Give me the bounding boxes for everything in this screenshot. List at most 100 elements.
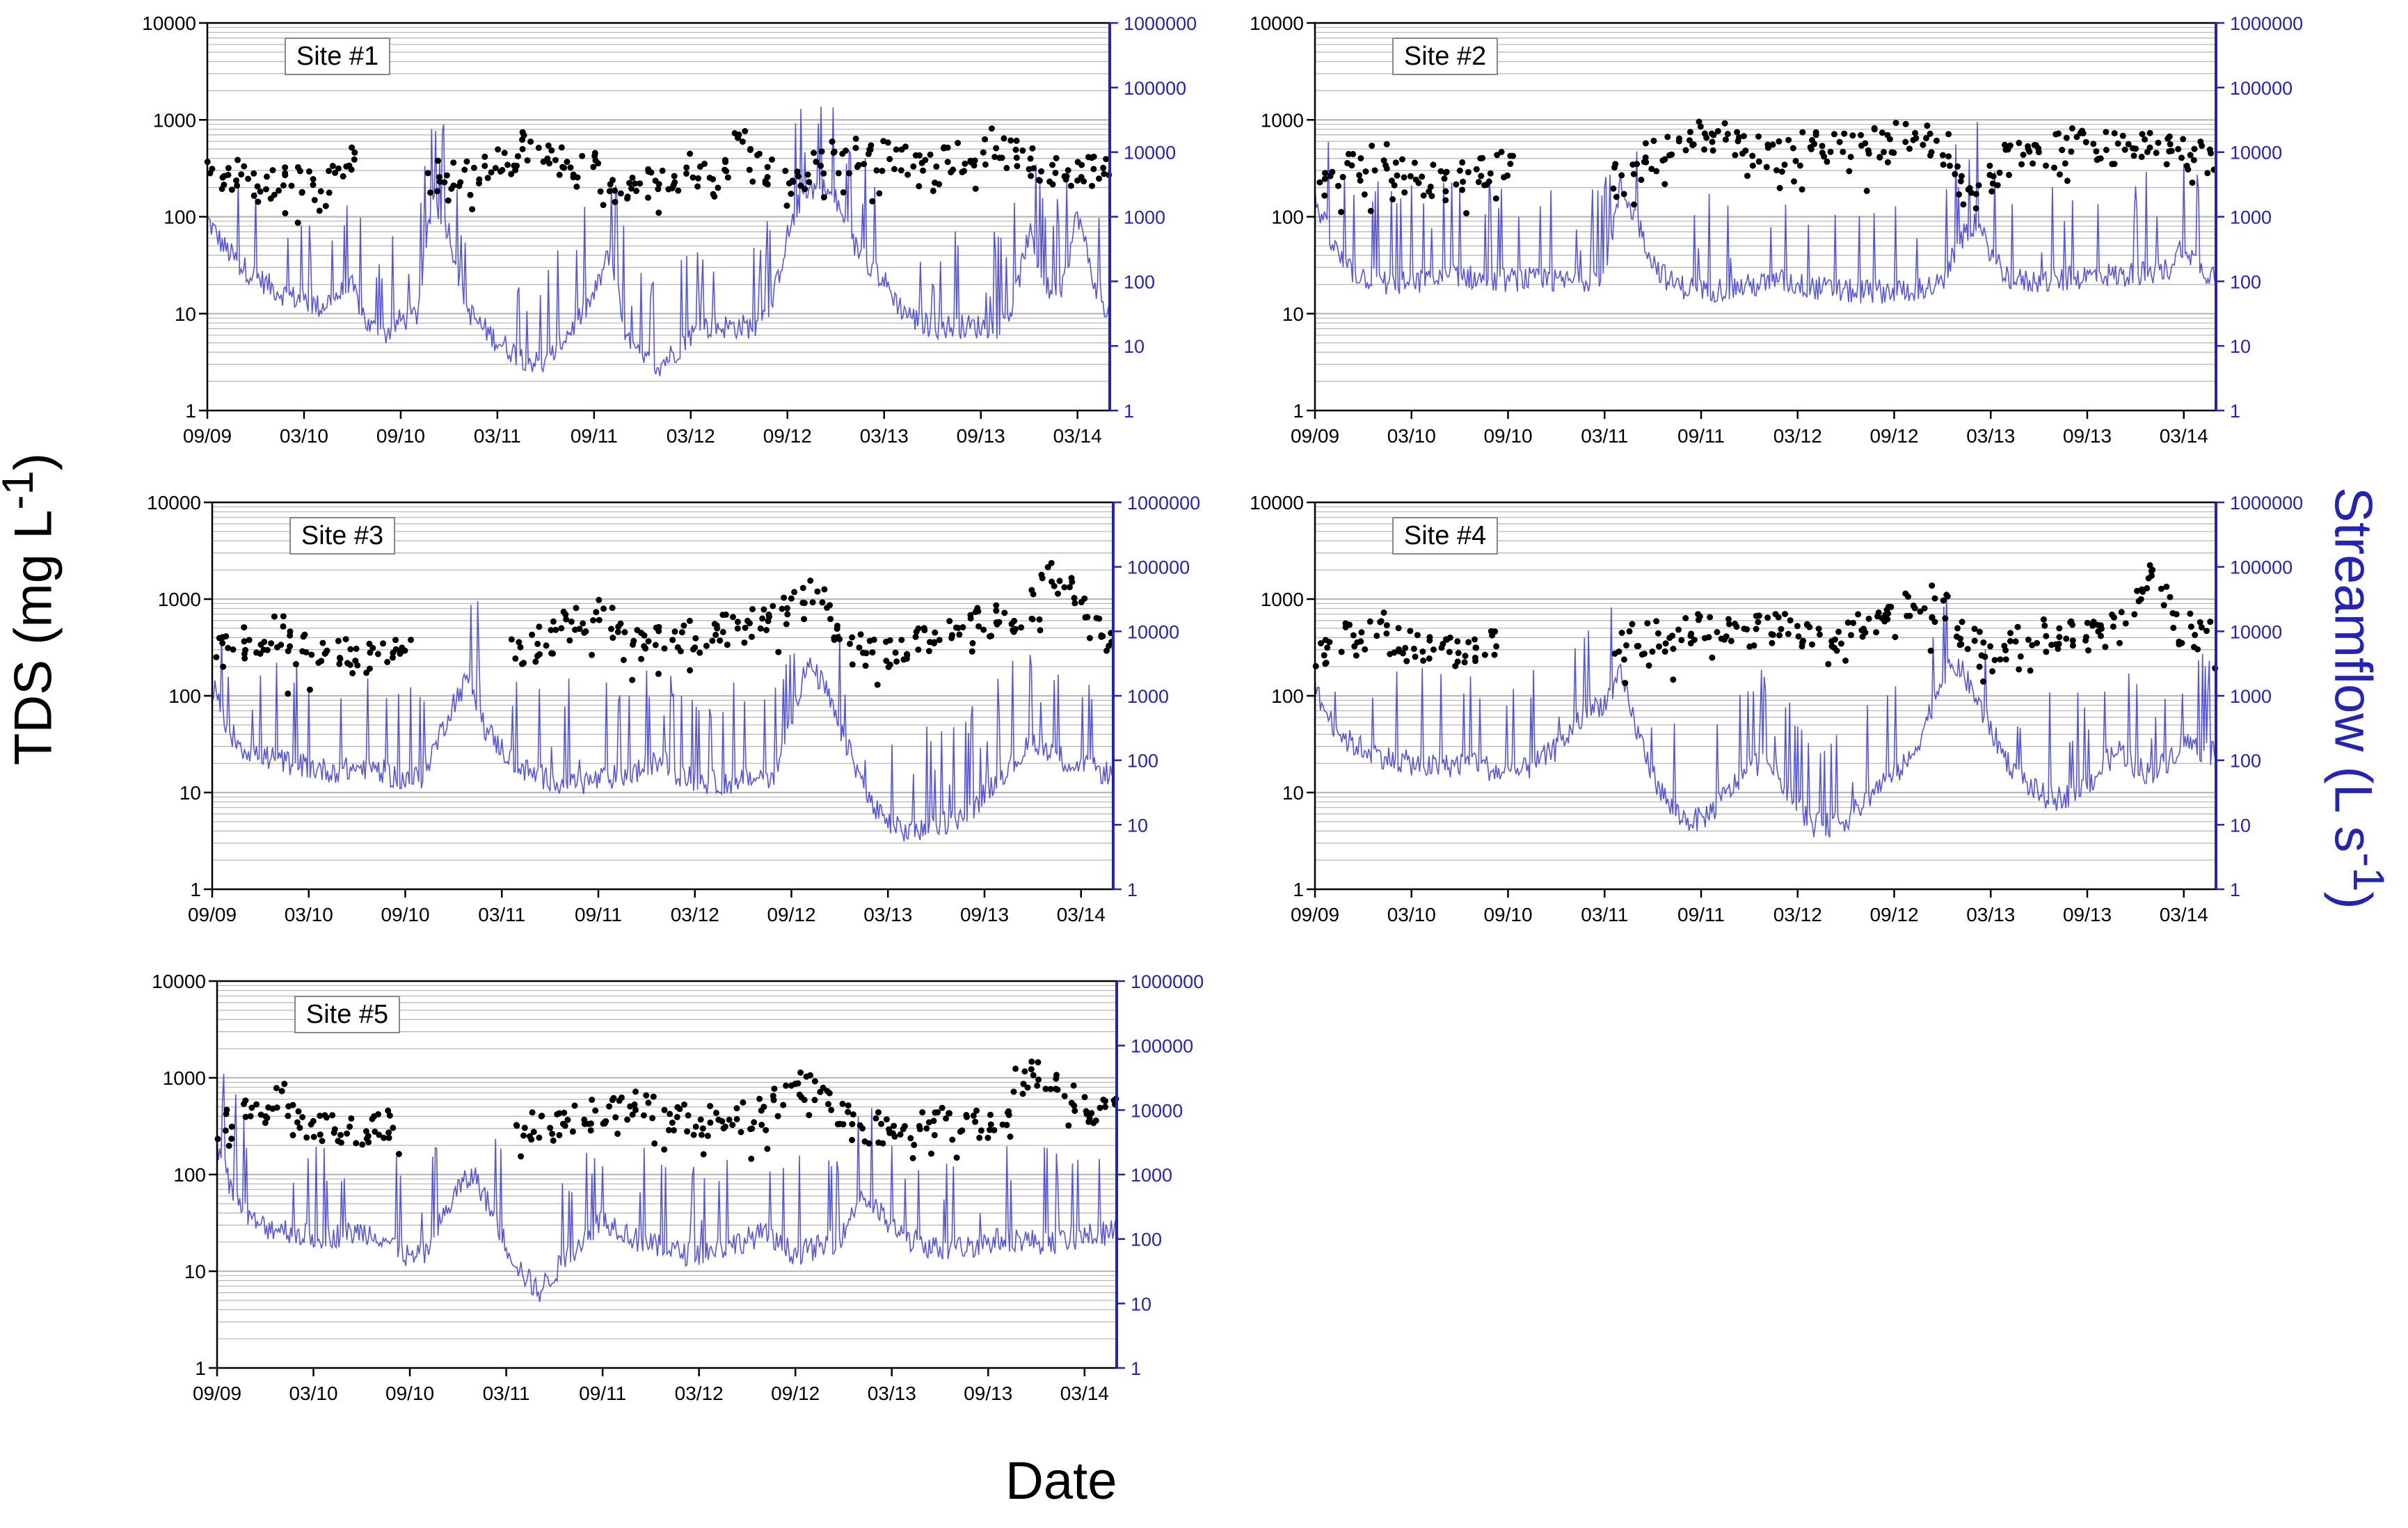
- y-right-tick-label: 1: [2230, 880, 2240, 900]
- tds-point: [742, 624, 749, 631]
- x-tick-label: 09/11: [1677, 425, 1725, 447]
- tds-point: [1316, 179, 1323, 186]
- tds-point: [2025, 636, 2032, 643]
- tds-point: [2056, 625, 2063, 632]
- tds-point: [1917, 608, 1924, 615]
- tds-point: [1835, 628, 1842, 635]
- tds-point: [779, 605, 786, 612]
- tds-point: [597, 188, 604, 195]
- tds-point: [739, 138, 746, 145]
- y-left-tick-label: 10000: [152, 971, 206, 992]
- x-tick-label: 03/14: [1057, 904, 1106, 925]
- tds-point: [749, 178, 756, 185]
- tds-point: [742, 128, 749, 134]
- tds-point: [1989, 668, 1996, 675]
- x-tick-label: 03/14: [2160, 904, 2208, 925]
- tds-point: [988, 632, 995, 639]
- tds-point: [1030, 1072, 1037, 1079]
- tds-point: [671, 628, 678, 635]
- tds-point: [2017, 653, 2024, 660]
- tds-point: [1705, 634, 1712, 641]
- tds-point: [2206, 146, 2213, 153]
- tds-point: [535, 144, 542, 151]
- x-tick-label: 03/12: [667, 425, 715, 447]
- tds-point: [1018, 624, 1025, 631]
- tds-point: [1071, 1108, 1078, 1114]
- tds-point: [563, 616, 570, 623]
- tds-point: [1068, 1099, 1075, 1106]
- site-label: Site #2: [1404, 42, 1486, 71]
- tds-point: [925, 648, 932, 655]
- tds-point: [629, 676, 636, 683]
- tds-point: [956, 631, 963, 638]
- tds-point: [319, 1138, 326, 1145]
- tds-point: [1785, 630, 1792, 637]
- tds-point: [1749, 152, 1756, 159]
- chart-panel-3: 1 10 100 1000 10000 1 10 100 1000 10000 100000 1000…: [147, 492, 1200, 925]
- tds-point: [547, 1124, 554, 1131]
- tds-point: [852, 145, 859, 152]
- tds-point: [655, 209, 662, 216]
- tds-point: [223, 1111, 230, 1117]
- tds-point: [247, 1113, 254, 1120]
- tds-point: [558, 144, 565, 151]
- y-right-tick-label: 1000000: [1127, 493, 1200, 514]
- tds-point: [317, 188, 324, 195]
- tds-point: [1817, 631, 1823, 638]
- tds-point: [961, 168, 968, 175]
- tds-point: [676, 1106, 683, 1113]
- tds-point: [323, 1114, 330, 1121]
- tds-point: [856, 644, 863, 651]
- tds-point: [748, 1155, 755, 1162]
- tds-point: [390, 649, 397, 656]
- tds-point: [367, 649, 374, 656]
- tds-point: [296, 1124, 303, 1131]
- tds-point: [2125, 141, 2132, 148]
- tds-point: [1728, 637, 1735, 644]
- tds-point: [1642, 154, 1649, 161]
- tds-point: [621, 629, 628, 636]
- tds-point: [675, 187, 682, 194]
- tds-point: [609, 635, 616, 642]
- tds-point: [552, 626, 559, 633]
- tds-point: [1972, 191, 1979, 198]
- tds-point: [856, 1122, 863, 1129]
- tds-point: [711, 193, 718, 200]
- tds-point: [1911, 605, 1918, 612]
- tds-point: [852, 135, 859, 142]
- tds-point: [2139, 588, 2146, 595]
- tds-point: [2138, 153, 2145, 160]
- tds-point: [1401, 189, 1408, 196]
- tds-point: [1357, 155, 1364, 161]
- tds-point: [788, 595, 795, 602]
- tds-point: [1958, 641, 1965, 648]
- tds-point: [1638, 651, 1645, 658]
- tds-point: [1952, 170, 1959, 177]
- x-tick-label: 09/12: [1869, 425, 1918, 447]
- tds-point: [591, 150, 598, 157]
- tds-point: [993, 619, 1000, 626]
- tds-point: [1042, 1085, 1049, 1092]
- tds-point: [2144, 584, 2151, 591]
- tds-point: [648, 169, 655, 176]
- tds-point: [1912, 129, 1919, 136]
- tds-point: [886, 156, 893, 163]
- tds-point: [359, 1141, 366, 1148]
- y-left-tick-label: 10: [180, 782, 201, 804]
- tds-point: [1620, 656, 1627, 663]
- tds-point: [1648, 166, 1655, 173]
- tds-point: [1945, 131, 1952, 138]
- tds-point: [2199, 142, 2206, 149]
- x-tick-label: 03/10: [1387, 425, 1436, 447]
- tds-point: [1945, 153, 1952, 160]
- tds-point: [998, 154, 1005, 161]
- tds-point: [840, 1121, 847, 1128]
- tds-point: [1997, 656, 2004, 663]
- tds-point: [686, 617, 693, 624]
- tds-point: [1078, 161, 1085, 168]
- tds-point: [862, 662, 869, 669]
- tds-point: [336, 654, 343, 661]
- tds-point: [1920, 141, 1927, 148]
- tds-point: [959, 1127, 966, 1134]
- y-right-tick-label: 10: [2230, 815, 2251, 836]
